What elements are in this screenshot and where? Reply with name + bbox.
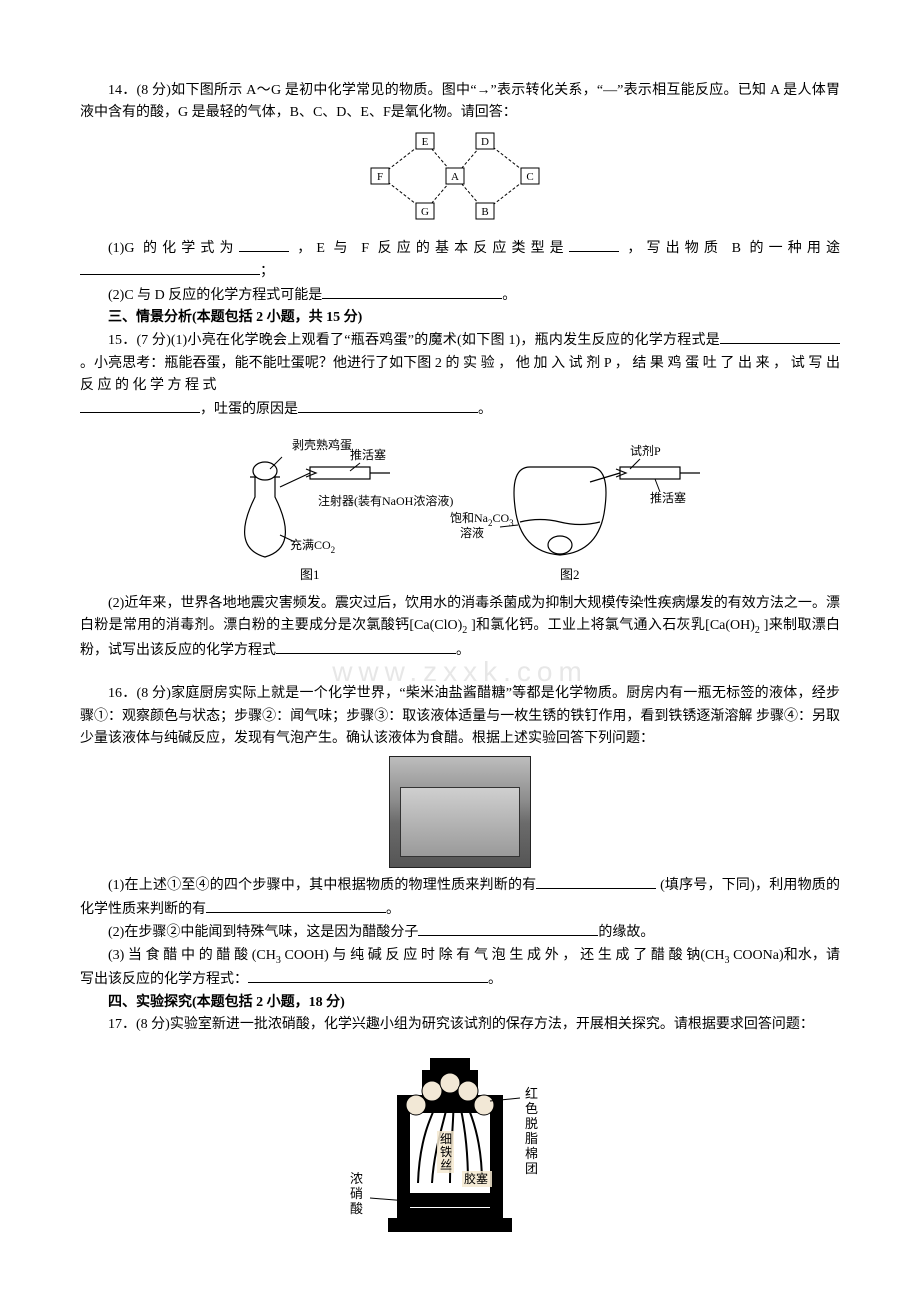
- svg-text:C: C: [526, 171, 533, 183]
- q15-stem: 15．(7 分)(1)小亮在化学晚会上观看了“瓶吞鸡蛋”的魔术(如下图 1)，瓶…: [80, 329, 840, 397]
- q14-sub1: (1)G 的化学式为 ，E 与 F 反应的基本反应类型是 ，写出物质 B 的一种…: [80, 237, 840, 284]
- fig1-caption: 图1: [300, 567, 320, 582]
- svg-text:细铁丝: 细铁丝: [440, 1132, 452, 1172]
- q14-stem: 14．(8 分)如下图所示 A～G 是初中化学常见的物质。图中“→”表示转化关系…: [80, 80, 840, 125]
- q17-figure: 浓硝酸 细铁丝 细铁丝 胶塞 红色脱 脂棉团: [80, 1043, 840, 1243]
- svg-text:E: E: [422, 136, 429, 148]
- q15-stem-cont: ，吐蛋的原因是。: [80, 398, 840, 421]
- q17-mid-label-b: 胶塞: [464, 1171, 488, 1186]
- q16-stem: 16．(8 分)家庭厨房实际上就是一个化学世界，“柴米油盐酱醋糖”等都是化学物质…: [80, 683, 840, 750]
- svg-text:A: A: [451, 171, 459, 183]
- q16-sub1: (1)在上述①至④的四个步骤中，其中根据物质的物理性质来判断的有 (填序号，下同…: [80, 874, 840, 921]
- fig2-caption: 图2: [560, 567, 580, 582]
- svg-text:B: B: [481, 206, 488, 218]
- q16-sub2: (2)在步骤②中能闻到特殊气味，这是因为醋酸分子的缘故。: [80, 921, 840, 944]
- fig2-push-label: 推活塞: [650, 490, 686, 505]
- q16-kitchen-image: [80, 756, 840, 868]
- q17-left-label: 浓硝酸: [350, 1171, 363, 1216]
- q14-diagram: E D F A C G B: [80, 131, 840, 231]
- q15-figures: 剥壳熟鸡蛋 推活塞 注射器(装有NaOH浓溶液) 充满CO2 图1 饱和Na2C…: [80, 427, 840, 587]
- q17-stem: 17．(8 分)实验室新进一批浓硝酸，化学兴趣小组为研究该试剂的保存方法，开展相…: [80, 1014, 840, 1036]
- svg-text:D: D: [481, 136, 489, 148]
- q14-sub2: (2)C 与 D 反应的化学方程式可能是。: [80, 284, 840, 307]
- q17-right-label: 红色脱 脂棉团: [525, 1086, 541, 1176]
- fig1-egg-label: 剥壳熟鸡蛋: [292, 437, 352, 452]
- svg-text:F: F: [377, 171, 383, 183]
- svg-text:溶液: 溶液: [460, 525, 484, 540]
- fig1-syringe-label: 注射器(装有NaOH浓溶液): [318, 493, 453, 508]
- fig2-reagent-label: 试剂P: [630, 443, 661, 458]
- svg-text:G: G: [421, 206, 429, 218]
- section-3-title: 三、情景分析(本题包括 2 小题，共 15 分): [80, 307, 840, 329]
- section-4-title: 四、实验探究(本题包括 2 小题，18 分): [80, 992, 840, 1014]
- q16-sub3: (3) 当 食 醋 中 的 醋 酸 (CH3 COOH) 与 纯 碱 反 应 时…: [80, 945, 840, 992]
- fig1-push-label: 推活塞: [350, 447, 386, 462]
- fig1-co2-label: 充满CO2: [290, 537, 335, 555]
